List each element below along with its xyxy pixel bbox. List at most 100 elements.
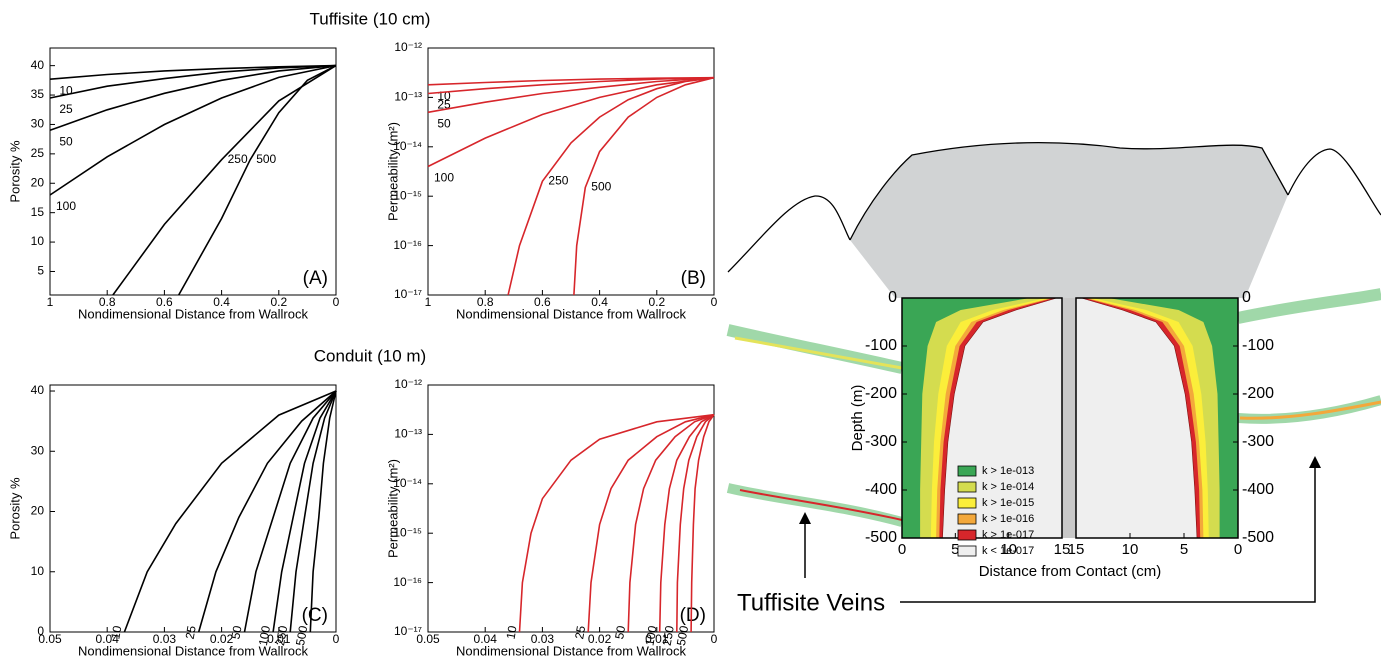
vein-core: [1239, 400, 1381, 420]
panel-label: (D): [680, 605, 706, 626]
y-axis-label: Porosity %: [7, 140, 22, 203]
curve-label: 10: [108, 624, 124, 640]
permeability-zone: [1092, 298, 1238, 538]
arrow: [900, 462, 1316, 603]
y-tick-label: -300: [1242, 433, 1274, 450]
legend-swatch: [957, 529, 977, 541]
section-title: Conduit (10 m): [314, 346, 426, 365]
arrow-head: [1309, 456, 1321, 468]
x-tick-label: 1: [47, 295, 54, 309]
x-tick-label: 15: [1054, 541, 1071, 558]
vein-core: [739, 489, 903, 521]
y-tick-label: 30: [31, 443, 45, 457]
curve: [518, 413, 715, 633]
y-tick-label: 10⁻¹⁶: [393, 238, 422, 252]
section-title: Tuffisite (10 cm): [310, 9, 431, 28]
y-tick-label: -100: [1242, 337, 1274, 354]
curve: [427, 76, 715, 168]
y-axis-label: Depth (m): [849, 385, 866, 452]
y-tick-label: -400: [1242, 481, 1274, 498]
y-tick-label: 10⁻¹²: [394, 40, 422, 54]
curve: [197, 390, 337, 633]
arrow-head: [799, 512, 811, 524]
curve: [587, 413, 715, 633]
x-tick-label: 0.01: [645, 632, 669, 646]
plot-frame: [1075, 297, 1239, 539]
curve-label: 500: [591, 180, 611, 194]
x-tick-label: 0.04: [474, 632, 498, 646]
y-tick-label: -300: [865, 433, 897, 450]
x-tick-label: 0.05: [416, 632, 440, 646]
y-tick-label: 20: [31, 175, 45, 189]
y-tick-label: 10⁻¹⁶: [393, 575, 422, 589]
x-tick-label: 0.03: [531, 632, 555, 646]
y-tick-label: 10: [31, 234, 45, 248]
legend-swatch: [957, 481, 977, 493]
y-tick-label: 10⁻¹⁴: [393, 139, 422, 153]
curve-label: 250: [273, 624, 290, 646]
legend-label: k > 1e-016: [982, 513, 1034, 525]
y-tick-label: 10⁻¹⁷: [394, 287, 422, 301]
legend-swatch: [957, 465, 977, 477]
y-tick-label: 30: [31, 117, 45, 131]
y-tick-label: 10⁻¹⁴: [393, 476, 422, 490]
legend-swatch: [957, 497, 977, 509]
y-tick-label: -500: [1242, 529, 1274, 546]
y-tick-label: 10⁻¹⁵: [393, 188, 422, 202]
curve-label: 100: [56, 199, 76, 213]
y-tick-label: 0: [1242, 289, 1251, 306]
curve-label: 25: [59, 102, 73, 116]
legend-label: k > 1e-015: [982, 497, 1034, 509]
y-tick-label: -500: [865, 529, 897, 546]
curve: [427, 76, 715, 114]
y-tick-label: 20: [31, 504, 45, 518]
permeability-zone: [1108, 298, 1238, 538]
curve-label: 100: [642, 624, 659, 646]
x-tick-label: 0.4: [591, 295, 608, 309]
plot-frame: [427, 384, 715, 633]
x-axis-label: Nondimensional Distance from Wallrock: [456, 306, 686, 321]
y-tick-label: 0: [888, 289, 897, 306]
x-tick-label: 0.04: [96, 632, 120, 646]
panel-label: (C): [302, 605, 328, 626]
curve-label: 250: [228, 152, 248, 166]
curve: [49, 64, 337, 99]
y-tick-label: -100: [865, 337, 897, 354]
vein: [1236, 288, 1381, 324]
x-tick-label: 10: [1122, 541, 1139, 558]
y-axis-label: Porosity %: [7, 477, 22, 540]
permeability-zone: [902, 298, 1046, 538]
curve-label: 10: [503, 624, 519, 640]
x-axis-label: Nondimensional Distance from Wallrock: [78, 643, 308, 658]
curve-label: 25: [572, 624, 588, 640]
y-tick-label: 40: [31, 383, 45, 397]
curve: [123, 390, 337, 633]
y-tick-label: 10⁻¹⁵: [393, 525, 422, 539]
legend-label: k > 1e-013: [982, 465, 1034, 477]
x-tick-label: 0.6: [156, 295, 173, 309]
curve-label: 250: [548, 174, 568, 188]
x-tick-label: 15: [1068, 541, 1085, 558]
plot-frame: [49, 47, 337, 296]
curve: [243, 390, 337, 633]
legend-swatch: [957, 513, 977, 525]
curve: [676, 414, 715, 633]
y-tick-label: 15: [31, 205, 45, 219]
x-tick-label: 1: [425, 295, 432, 309]
curve-label: 50: [437, 116, 451, 130]
curve: [49, 64, 337, 132]
y-tick-label: -400: [865, 481, 897, 498]
curve-label: 500: [293, 624, 310, 646]
curve: [289, 390, 337, 633]
x-tick-label: 0.2: [648, 295, 665, 309]
plot-frame: [427, 47, 715, 296]
x-tick-label: 0: [711, 632, 718, 646]
x-tick-label: 0: [898, 541, 906, 558]
x-axis-label: Nondimensional Distance from Wallrock: [78, 306, 308, 321]
legend-label: k < 1e-017: [982, 545, 1034, 557]
y-tick-label: 40: [31, 58, 45, 72]
curve: [309, 390, 337, 633]
y-tick-label: 5: [37, 264, 44, 278]
y-tick-label: -200: [1242, 385, 1274, 402]
y-tick-label: 25: [31, 146, 45, 160]
